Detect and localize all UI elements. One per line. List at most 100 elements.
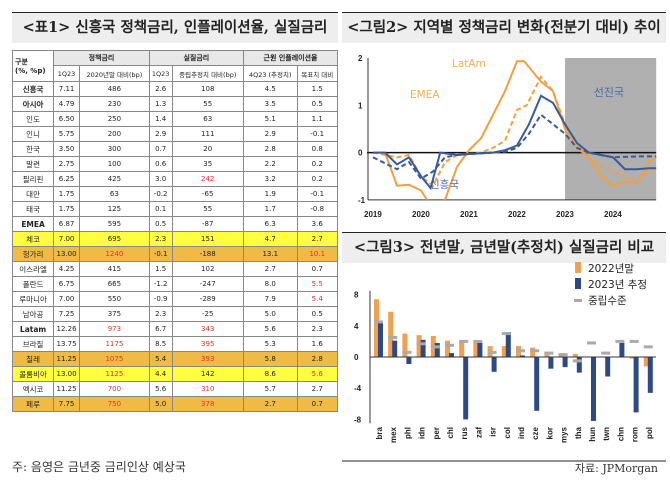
bar-2023 (562, 357, 568, 368)
value-cell: 2.9 (242, 126, 298, 142)
value-cell: -188 (171, 246, 244, 262)
neutral-marker (374, 320, 383, 324)
country-cell: 체코 (11, 231, 55, 247)
region-label: 선진국 (594, 86, 624, 99)
legend-swatch (575, 278, 581, 289)
value-cell: 2.7 (296, 231, 338, 247)
value-cell: 1125 (78, 366, 150, 382)
series-label: EMEA (410, 89, 440, 101)
value-cell: 5.3 (242, 336, 298, 352)
value-cell: 13.00 (53, 366, 80, 382)
series-line-3 (372, 113, 657, 180)
series-label: 신흥국 (430, 178, 459, 191)
value-cell: 7.00 (53, 231, 80, 247)
table-row: 인도 6.50 250 1.4 63 5.1 1.1 (11, 111, 338, 127)
legend-label: 2022년말 (588, 263, 634, 275)
value-cell: 5.4 (148, 351, 173, 367)
value-cell: 151 (171, 231, 244, 247)
row-header-unit: (%, %p) (15, 67, 46, 75)
neutral-marker (445, 343, 454, 347)
chart2-title: <그림2> 지역별 정책금리 변화(전분기 대비) 추이 (342, 12, 666, 43)
table-row: 루마니아 7.00 550 -0.9 -289 7.9 5.4 (11, 291, 338, 307)
neutral-marker (587, 341, 596, 345)
neutral-marker (615, 339, 625, 343)
y-tick-label: -4 (354, 384, 362, 393)
chart3-title: <그림3> 전년말, 금년말(추정치) 실질금리 비교 (342, 232, 666, 263)
legend-label: 중립수준 (588, 294, 627, 307)
subheader: 목표치 대비 (296, 65, 338, 82)
group-header: 정책금리 (53, 50, 150, 66)
y-tick-label: 2 (358, 54, 363, 63)
y-tick-label: 1 (358, 101, 363, 110)
group-header: 근원 인플레이션율 (242, 50, 339, 66)
value-cell: 13.00 (53, 246, 80, 262)
table-row: 남아공 7.25 375 2.3 -25 5.0 0.5 (11, 306, 338, 322)
table-row: 콜롬비아 13.00 1125 4.4 142 8.6 5.6 (11, 366, 338, 382)
country-cell: EMEA (11, 216, 55, 232)
neutral-marker (544, 351, 554, 355)
bar-2023 (619, 342, 625, 357)
y-tick-label: 8 (354, 291, 359, 300)
category-label: hun (588, 427, 597, 442)
legend-label: 2023년 추정 (588, 279, 647, 291)
bar-2023 (520, 355, 525, 357)
source-label: 자료: JPMorgan (574, 462, 658, 475)
category-label: kor (545, 427, 554, 439)
category-label: bra (375, 426, 384, 439)
neutral-marker (459, 339, 469, 343)
neutral-marker (487, 350, 497, 354)
series-line-2 (373, 94, 657, 191)
value-cell: 2.3 (148, 231, 173, 247)
value-cell: 11.25 (53, 351, 80, 367)
category-label: idn (418, 427, 427, 439)
bar-2023 (505, 332, 511, 357)
category-label: col (503, 427, 512, 439)
value-cell: 0.7 (296, 396, 338, 412)
table-row: Latam 12.26 973 6.7 343 5.6 2.3 (11, 321, 338, 337)
bar-2022 (416, 335, 422, 357)
category-label: per (432, 427, 441, 439)
y-tick-label: -8 (354, 415, 362, 424)
table-row: 페루 7.75 750 5.0 378 2.7 0.7 (11, 396, 338, 412)
series-label: LatAm (452, 58, 486, 70)
category-label: chl (446, 427, 455, 439)
bar-2023 (548, 357, 554, 369)
x-tick-label: 2019 (364, 210, 382, 219)
table-row: 브라질 13.75 1175 8.5 395 5.3 1.6 (11, 336, 338, 352)
bar-2022 (402, 333, 408, 357)
row-header: 구분 (%, %p) (11, 50, 55, 82)
x-tick-label: 2023 (556, 210, 574, 219)
legend-swatch (574, 299, 582, 302)
y-tick-label: 0 (354, 353, 359, 362)
legend-swatch (575, 262, 581, 273)
policy-rate-table: 구분 (%, %p) 정책금리 실질금리 근원 인플레이션율 1Q23 2020년말… (11, 50, 339, 412)
table-note: 주: 음영은 금년중 금리인상 예상국 (12, 460, 186, 474)
category-label: phl (403, 427, 412, 439)
country-cell: 페루 (11, 396, 55, 412)
category-label: mex (389, 426, 398, 443)
category-label: rom (631, 427, 640, 442)
bar-2023 (491, 357, 497, 372)
bar-2023 (463, 357, 469, 420)
bar-2022 (643, 357, 649, 367)
table-row: 칠레 11.25 1075 5.4 393 5.8 2.8 (11, 351, 338, 367)
y-tick-label: 4 (354, 322, 359, 331)
bar-2022 (473, 341, 479, 357)
category-label: zaf (474, 427, 483, 438)
bar-2023 (633, 357, 639, 413)
value-cell: 13.1 (242, 246, 298, 262)
country-cell: 콜롬비아 (11, 366, 55, 382)
neutral-marker (558, 353, 568, 357)
category-label: mys (560, 426, 569, 443)
bar-2022 (374, 299, 379, 357)
bar-2023 (605, 357, 611, 377)
x-tick-label: 2021 (460, 210, 478, 219)
value-cell: 393 (171, 351, 244, 367)
category-label: chn (616, 427, 625, 441)
neutral-marker (572, 359, 582, 363)
bar-2023 (378, 322, 383, 357)
bar-2022 (629, 357, 635, 359)
bar-2022 (388, 311, 394, 357)
table-title: <표1> 신흥국 정책금리, 인플레이션율, 실질금리 (12, 12, 338, 43)
